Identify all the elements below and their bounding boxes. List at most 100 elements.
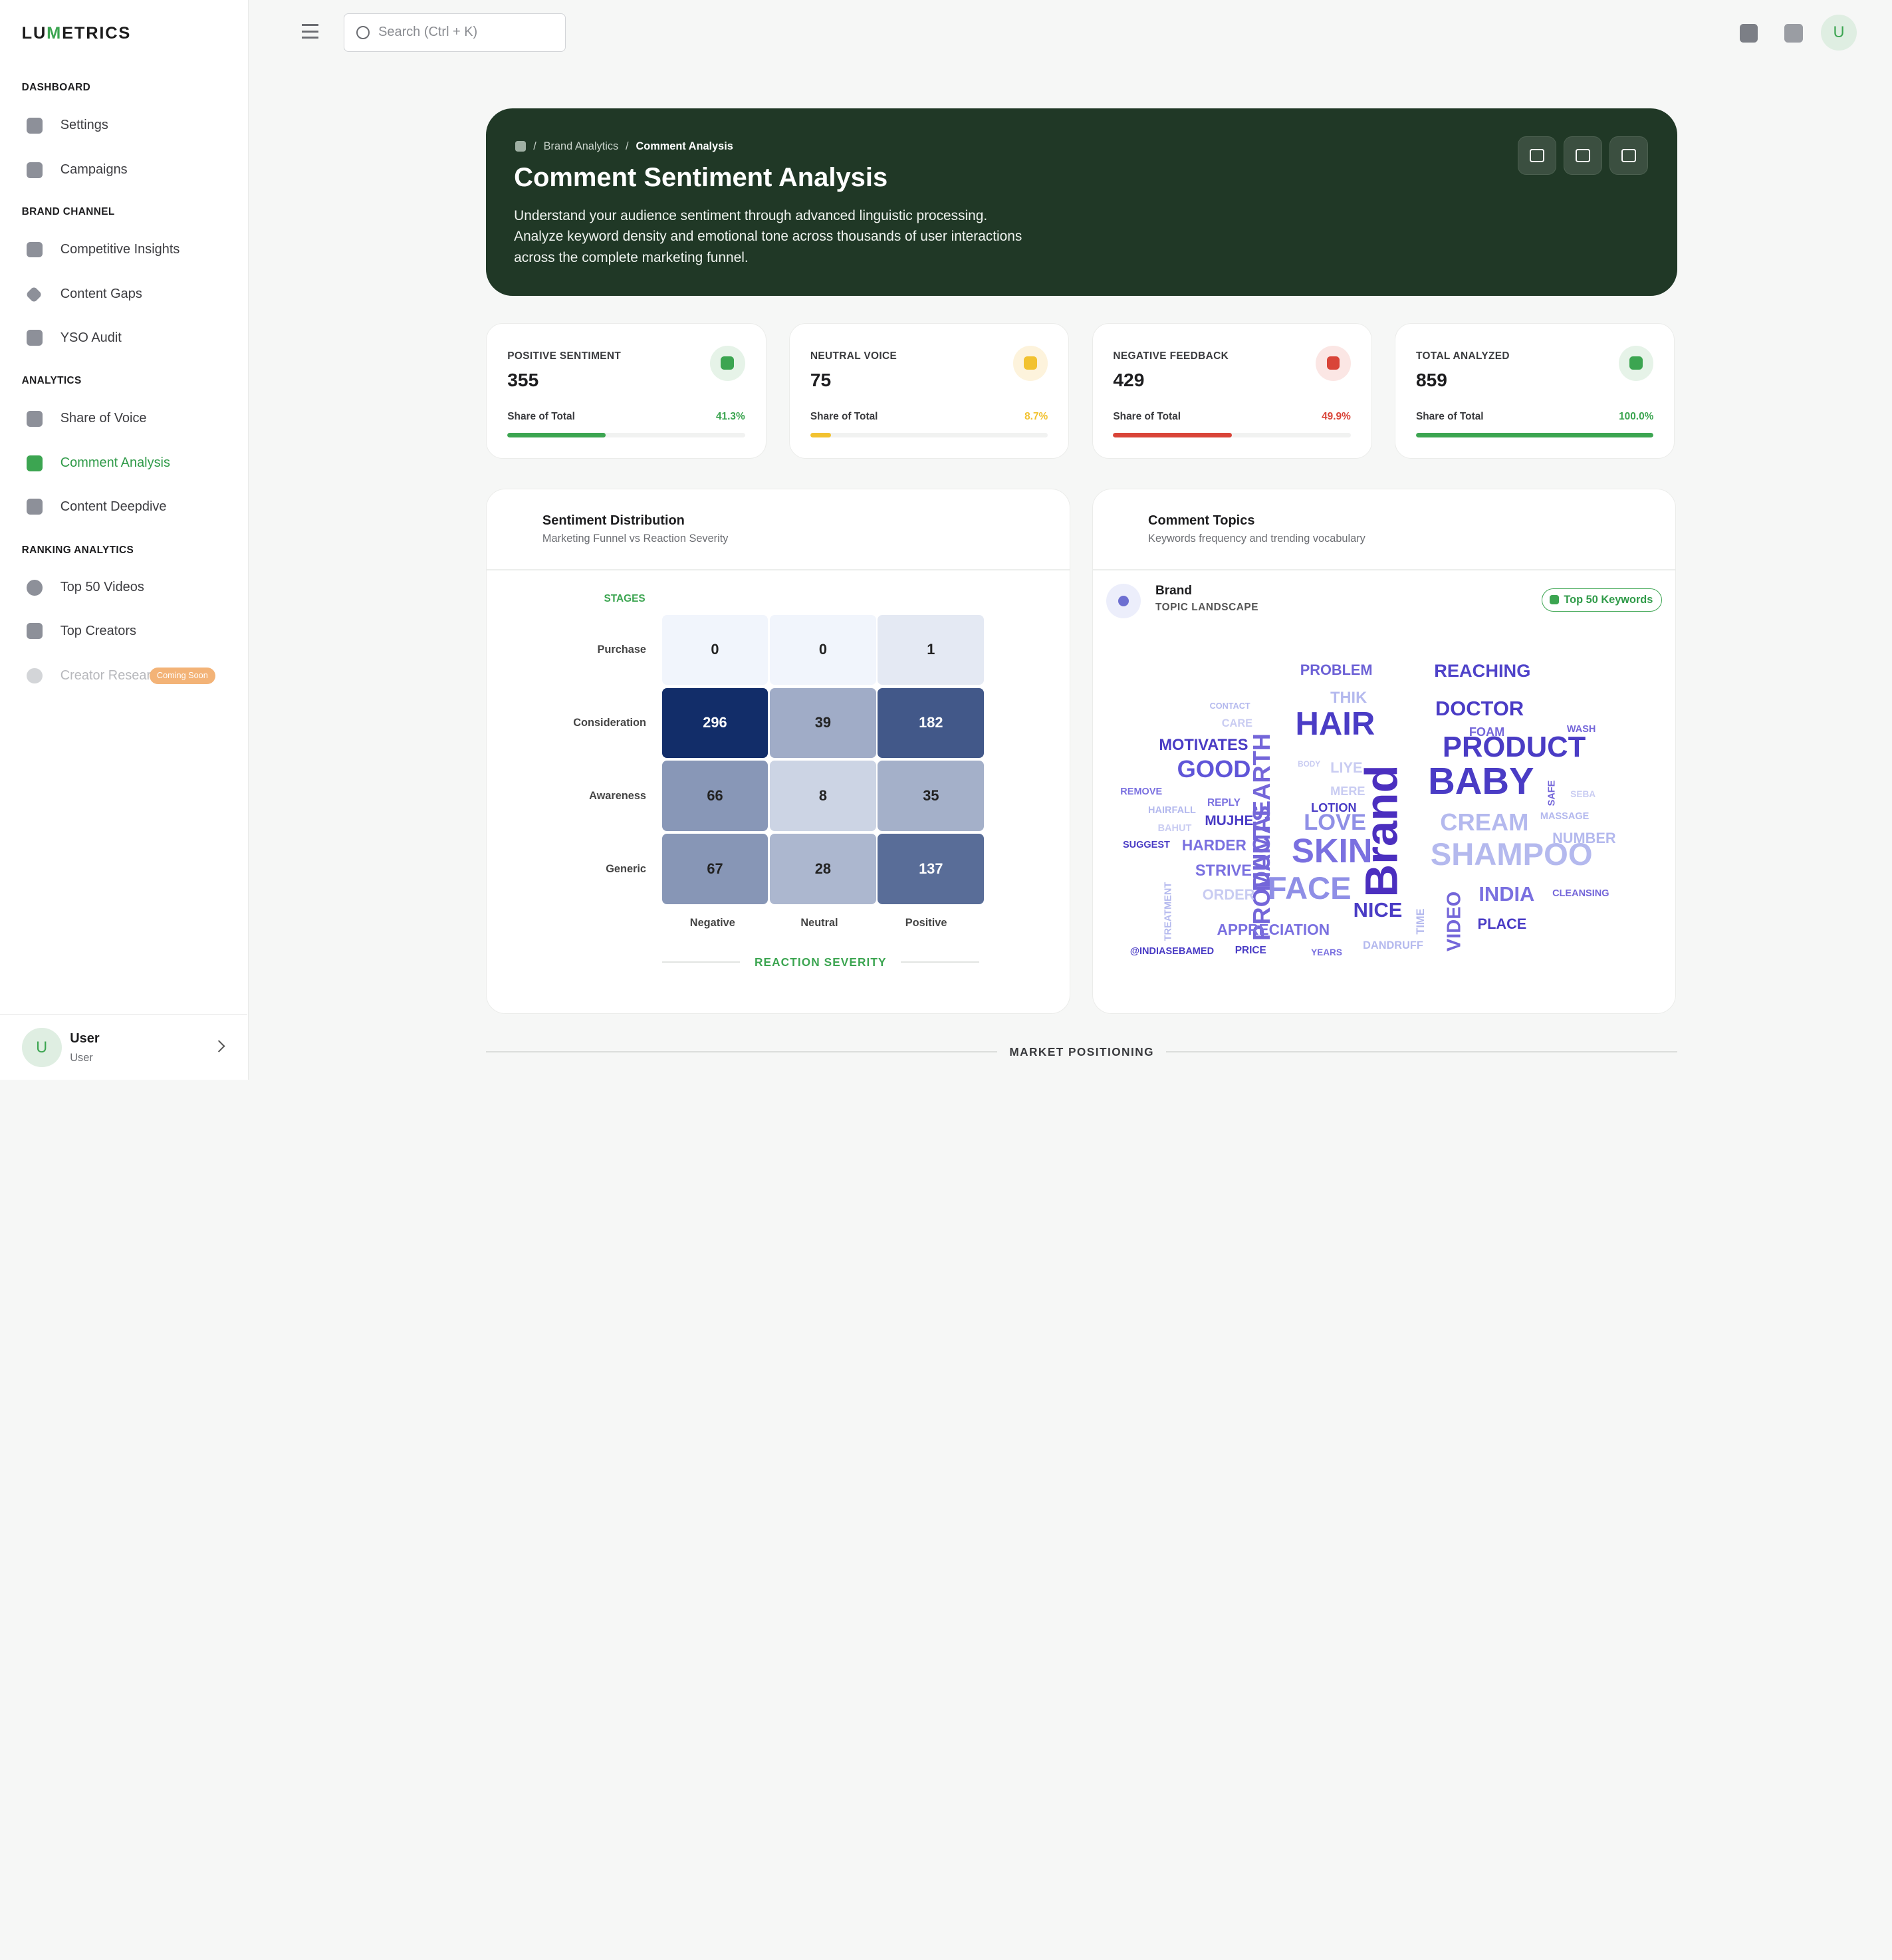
heatmap-cell[interactable]: 1 bbox=[878, 614, 985, 685]
breadcrumb-brand-analytics[interactable]: Brand Analytics bbox=[543, 140, 619, 152]
sidebar-item-competitive-insights[interactable]: Competitive Insights bbox=[26, 237, 244, 263]
keyword: SEBA bbox=[1570, 789, 1596, 800]
sidebar-item-content-gaps[interactable]: Content Gaps bbox=[25, 281, 244, 308]
gear-icon bbox=[26, 117, 43, 134]
search-icon bbox=[356, 26, 370, 40]
stat-icon-glyph bbox=[721, 356, 735, 370]
heatmap-cell[interactable]: 67 bbox=[661, 834, 769, 904]
stat-icon bbox=[1618, 346, 1654, 381]
heatmap-cell[interactable]: 182 bbox=[878, 687, 985, 758]
section-dashboard: DASHBOARD bbox=[21, 82, 91, 94]
heatmap-row-label: Consideration bbox=[573, 717, 647, 729]
search-icon bbox=[26, 668, 43, 684]
divider bbox=[487, 568, 1070, 570]
breadcrumb: / Brand Analytics / Comment Analysis bbox=[515, 140, 733, 153]
app-logo[interactable]: LUMETRICS bbox=[21, 24, 132, 43]
top-bar: Search (Ctrl + K) U bbox=[249, 0, 1892, 66]
keyword: FACE bbox=[1267, 871, 1352, 907]
search-input[interactable]: Search (Ctrl + K) bbox=[344, 13, 566, 53]
share-label: Share of Total bbox=[507, 411, 575, 423]
calendar-button[interactable] bbox=[1564, 136, 1603, 176]
comment-topics-panel: Comment Topics Keywords frequency and tr… bbox=[1092, 489, 1677, 1014]
compare-icon bbox=[1621, 149, 1637, 163]
sidebar-item-top-creators[interactable]: Top Creators bbox=[26, 618, 244, 644]
keyword: REACHING bbox=[1434, 660, 1531, 681]
share-label: Share of Total bbox=[1113, 411, 1181, 423]
heatmap-row-label: Generic bbox=[606, 862, 647, 875]
menu-icon[interactable] bbox=[301, 24, 319, 39]
heatmap-cell[interactable]: 39 bbox=[770, 687, 876, 758]
keyword: CONTACT bbox=[1209, 701, 1250, 711]
heatmap-column-label: Neutral bbox=[800, 916, 838, 929]
home-icon[interactable] bbox=[515, 140, 527, 152]
keyword: NUMBER bbox=[1552, 829, 1616, 846]
sidebar-item-campaigns[interactable]: Campaigns bbox=[26, 157, 244, 184]
stat-label: NEUTRAL VOICE bbox=[810, 350, 897, 362]
presentation-icon bbox=[26, 162, 43, 178]
sidebar-item-yso-audit[interactable]: YSO Audit bbox=[26, 324, 244, 351]
word-cloud: Brand MAMAEARTH PRODUCTS HAIR BABY SKIN SHAMPO… bbox=[1093, 634, 1675, 997]
keyword: HAIR bbox=[1295, 706, 1375, 743]
stat-icon-glyph bbox=[1326, 356, 1340, 370]
topic-landscape-label: TOPIC LANDSCAPE bbox=[1155, 601, 1259, 613]
keyword: PRODUCT bbox=[1442, 731, 1586, 763]
chart-icon bbox=[1549, 594, 1560, 605]
stat-icon-glyph bbox=[1023, 356, 1037, 370]
heatmap-cell[interactable]: 0 bbox=[770, 614, 876, 685]
share-progress-bar bbox=[810, 432, 1048, 437]
user-role: User bbox=[70, 1051, 93, 1064]
user-avatar: U bbox=[21, 1027, 62, 1068]
expand-icon[interactable] bbox=[1740, 24, 1758, 43]
filter-icon bbox=[1530, 149, 1545, 163]
keyword: YEARS bbox=[1311, 947, 1342, 958]
brand-name: Brand bbox=[1155, 583, 1192, 598]
sidebar-item-settings[interactable]: Settings bbox=[26, 112, 244, 139]
sidebar-item-top-50-videos[interactable]: Top 50 Videos bbox=[26, 574, 244, 601]
chevron-right-icon[interactable] bbox=[213, 1040, 225, 1052]
keyword: ORDER bbox=[1202, 886, 1255, 903]
keyword: TREATMENT bbox=[1163, 882, 1174, 941]
keyword: SUGGEST bbox=[1122, 840, 1170, 851]
heatmap-cell[interactable]: 66 bbox=[661, 761, 769, 831]
share-progress-fill bbox=[810, 432, 831, 437]
share-progress-fill bbox=[1113, 432, 1232, 437]
users-icon bbox=[26, 623, 43, 640]
compare-button[interactable] bbox=[1609, 136, 1649, 176]
keyword: DANDRUFF bbox=[1363, 939, 1423, 951]
keyword: BODY bbox=[1298, 759, 1321, 769]
heatmap-column-label: Positive bbox=[905, 916, 947, 929]
top-50-keywords-badge[interactable]: Top 50 Keywords bbox=[1541, 588, 1663, 612]
sidebar-item-share-of-voice[interactable]: Share of Voice bbox=[26, 406, 244, 432]
keyword: APPRECIATION bbox=[1217, 921, 1330, 939]
keyword: PROBLEM bbox=[1300, 662, 1373, 679]
stat-label: TOTAL ANALYZED bbox=[1415, 350, 1510, 362]
heatmap-cell[interactable]: 0 bbox=[661, 614, 769, 685]
heatmap-cell[interactable]: 28 bbox=[770, 834, 876, 904]
stat-icon-glyph bbox=[1629, 356, 1643, 370]
positive-sentiment-card: POSITIVE SENTIMENT 355 Share of Total 41… bbox=[486, 323, 767, 459]
keyword: TIME bbox=[1415, 908, 1427, 935]
heatmap-cell[interactable]: 35 bbox=[878, 761, 985, 831]
user-profile[interactable]: U User User bbox=[0, 1013, 248, 1080]
notification-icon[interactable] bbox=[1784, 24, 1803, 43]
keyword: @INDIASEBAMED bbox=[1129, 945, 1215, 957]
keyword: HARDER bbox=[1181, 836, 1246, 854]
divider bbox=[1092, 568, 1676, 570]
panel-title: Sentiment Distribution bbox=[542, 513, 685, 529]
share-percent: 100.0% bbox=[1619, 411, 1654, 423]
stat-icon bbox=[1316, 346, 1351, 381]
top-avatar[interactable]: U bbox=[1820, 14, 1857, 51]
heatmap-cell[interactable]: 137 bbox=[878, 834, 985, 904]
sidebar-item-content-deepdive[interactable]: Content Deepdive bbox=[26, 493, 244, 520]
keyword: FOAM bbox=[1469, 725, 1505, 739]
sidebar-item-comment-analysis[interactable]: Comment Analysis bbox=[26, 450, 244, 477]
stat-label: NEGATIVE FEEDBACK bbox=[1113, 350, 1229, 362]
keyword: HAIRFALL bbox=[1148, 804, 1196, 816]
keyword: MOTIVATES bbox=[1159, 736, 1248, 754]
keyword: SHAMPOO bbox=[1430, 837, 1593, 873]
market-positioning-divider: MARKET POSITIONING bbox=[486, 1045, 1677, 1059]
filter-button[interactable] bbox=[1518, 136, 1557, 176]
keyword: MUJHE bbox=[1205, 812, 1254, 828]
heatmap-cell[interactable]: 296 bbox=[661, 687, 769, 758]
heatmap-cell[interactable]: 8 bbox=[770, 761, 876, 831]
